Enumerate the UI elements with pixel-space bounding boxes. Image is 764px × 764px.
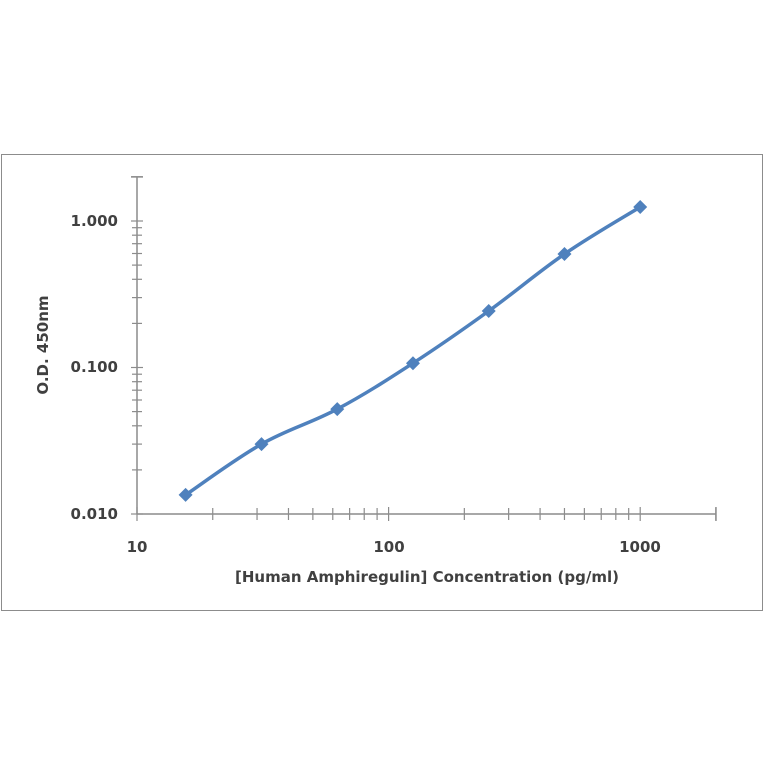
- y-axis-title: O.D. 450nm: [34, 295, 52, 394]
- diamond-marker: [557, 247, 572, 262]
- data-series: [178, 200, 648, 502]
- x-axis-title: [Human Amphiregulin] Concentration (pg/m…: [235, 568, 619, 586]
- series-line: [183, 205, 642, 497]
- diamond-marker: [481, 304, 496, 319]
- x-tick-label: 1000: [619, 538, 661, 556]
- y-tick-labels: 0.010 0.100 1.000: [71, 212, 118, 523]
- x-axis: [136, 507, 717, 521]
- x-tick-labels: 10 100 1000: [127, 538, 661, 556]
- diamond-marker: [178, 487, 193, 502]
- y-axis: [131, 176, 143, 515]
- x-tick-label: 10: [127, 538, 148, 556]
- diamond-marker: [633, 200, 648, 215]
- diamond-marker: [330, 402, 345, 417]
- x-tick-label: 100: [373, 538, 404, 556]
- y-tick-label: 0.010: [71, 505, 118, 523]
- diamond-marker: [254, 437, 269, 452]
- y-tick-label: 1.000: [71, 212, 118, 230]
- y-tick-label: 0.100: [71, 358, 118, 376]
- diamond-marker: [405, 356, 420, 371]
